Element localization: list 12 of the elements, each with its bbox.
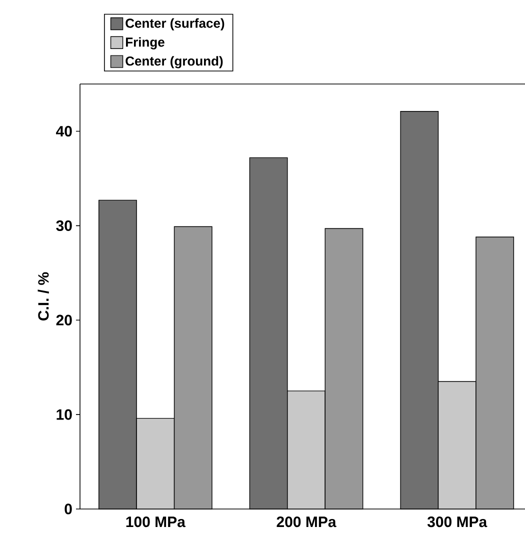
y-axis-title: C.I. / % (38, 272, 49, 320)
y-tick-label: 10 (56, 409, 72, 420)
legend-label: Center (ground) (125, 56, 222, 68)
y-tick-label: 30 (56, 220, 72, 231)
x-tick-label: 100 MPa (126, 516, 186, 528)
y-tick-label: 40 (56, 126, 72, 137)
legend-label: Center (surface) (125, 18, 224, 30)
x-tick-label: 200 MPa (276, 516, 336, 528)
legend-label: Fringe (126, 37, 164, 50)
y-tick-label: 0 (64, 504, 72, 514)
y-tick-label: 20 (56, 314, 72, 326)
x-tick-label: 300 MPa (427, 516, 488, 528)
